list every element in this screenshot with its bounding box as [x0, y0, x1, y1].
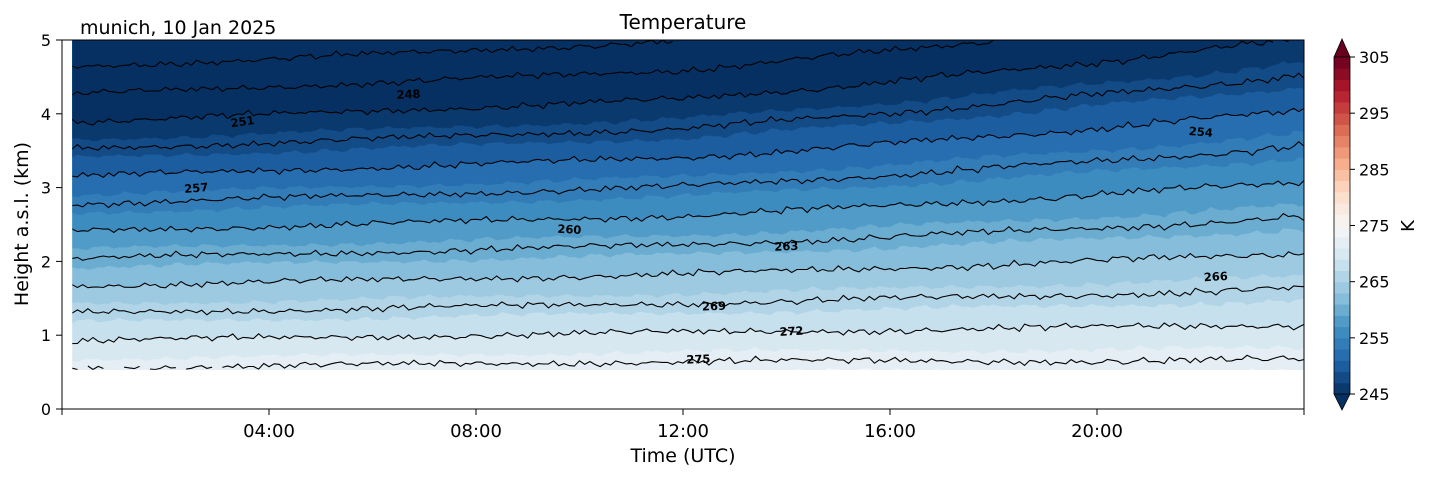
colorbar-segment — [1334, 158, 1350, 170]
contour-label: 248 — [396, 87, 421, 102]
y-axis: 0 1 2 3 4 5 — [41, 31, 62, 419]
y-tick-label: 1 — [41, 326, 51, 345]
x-tick-label: 16:00 — [864, 421, 916, 442]
contour-label: 272 — [779, 324, 804, 339]
x-axis: 04:00 08:00 12:00 16:00 20:00 — [61, 409, 1305, 442]
contour-lines — [72, 40, 1305, 370]
colorbar-segment — [1334, 191, 1350, 204]
x-axis-label: Time (UTC) — [629, 445, 735, 467]
chart-title: Temperature — [619, 10, 747, 34]
contour-line-251 — [72, 107, 1305, 178]
x-tick-label: 20:00 — [1071, 421, 1123, 442]
y-tick-label: 3 — [41, 179, 51, 198]
colorbar-segment — [1334, 214, 1350, 226]
colorbar-segment — [1334, 360, 1350, 373]
contour-line-266 — [72, 285, 1305, 316]
contour-line-257 — [72, 180, 1305, 234]
contour-line-272 — [72, 354, 1305, 370]
location-date-label: munich, 10 Jan 2025 — [80, 17, 276, 39]
contour-label: 251 — [230, 113, 256, 130]
colorbar-tick-label: 285 — [1359, 160, 1390, 179]
colorbar-segment — [1334, 124, 1350, 137]
contour-label: 269 — [702, 299, 726, 314]
y-tick-label: 4 — [41, 105, 51, 124]
colorbar-extend-max — [1333, 38, 1351, 58]
contour-label: 260 — [557, 222, 582, 237]
colorbar-segment — [1334, 349, 1350, 361]
colorbar-segment — [1334, 57, 1350, 69]
contour-label: 275 — [686, 352, 710, 367]
temperature-band — [72, 40, 1304, 125]
colorbar-segment — [1334, 315, 1350, 328]
colorbar-segment — [1334, 68, 1350, 80]
contour-line-254 — [72, 140, 1305, 209]
y-tick-label: 5 — [41, 31, 51, 50]
colorbar-segment — [1334, 146, 1350, 159]
colorbar-segment — [1334, 113, 1350, 125]
colorbar-label: K — [1398, 219, 1419, 232]
colorbar-tick-label: 245 — [1359, 385, 1390, 404]
colorbar-segment — [1334, 304, 1350, 316]
colorbar: 245 255 265 275 285 295 305 — [1333, 38, 1390, 411]
colorbar-segment — [1334, 337, 1350, 350]
colorbar-segment — [1334, 371, 1350, 384]
colorbar-segment — [1334, 203, 1350, 215]
y-axis-label: Height a.s.l. (km) — [11, 142, 33, 306]
colorbar-segment — [1334, 101, 1350, 114]
colorbar-segment — [1334, 135, 1350, 148]
contour-line-269 — [72, 322, 1305, 345]
colorbar-tick-label: 255 — [1359, 329, 1390, 348]
contour-label: 257 — [184, 180, 209, 196]
colorbar-segment — [1334, 326, 1350, 339]
contour-fill — [72, 40, 1304, 370]
x-tick-label: 12:00 — [657, 421, 709, 442]
colorbar-segment — [1334, 247, 1350, 260]
colorbar-extend-min — [1333, 393, 1351, 411]
x-tick-label: 04:00 — [243, 421, 295, 442]
colorbar-tick-label: 295 — [1359, 104, 1390, 123]
colorbar-segment — [1334, 79, 1350, 92]
contour-label: 263 — [774, 239, 798, 254]
contour-label: 254 — [1188, 124, 1213, 140]
colorbar-segment — [1334, 90, 1350, 103]
colorbar-segment — [1334, 292, 1350, 305]
contour-line-260 — [72, 212, 1305, 261]
y-tick-label: 0 — [41, 400, 51, 419]
colorbar-tick-label: 305 — [1359, 48, 1390, 67]
colorbar-tick-label: 265 — [1359, 273, 1390, 292]
colorbar-segment — [1334, 270, 1350, 283]
contour-label: 266 — [1203, 269, 1228, 284]
y-tick-label: 2 — [41, 252, 51, 271]
colorbar-segment — [1334, 236, 1350, 249]
contour-line-263 — [72, 251, 1305, 289]
colorbar-segment — [1334, 225, 1350, 238]
colorbar-tick-label: 275 — [1359, 217, 1390, 236]
colorbar-segment — [1334, 259, 1350, 271]
colorbar-segment — [1334, 169, 1350, 182]
contour-line-248 — [72, 72, 1305, 151]
colorbar-segment — [1334, 382, 1350, 395]
x-tick-label: 08:00 — [450, 421, 502, 442]
colorbar-segment — [1334, 180, 1350, 193]
colorbar-segment — [1334, 281, 1350, 294]
contour-labels: 248 251 254 257 260 263 266 269 272 275 — [184, 87, 1228, 367]
